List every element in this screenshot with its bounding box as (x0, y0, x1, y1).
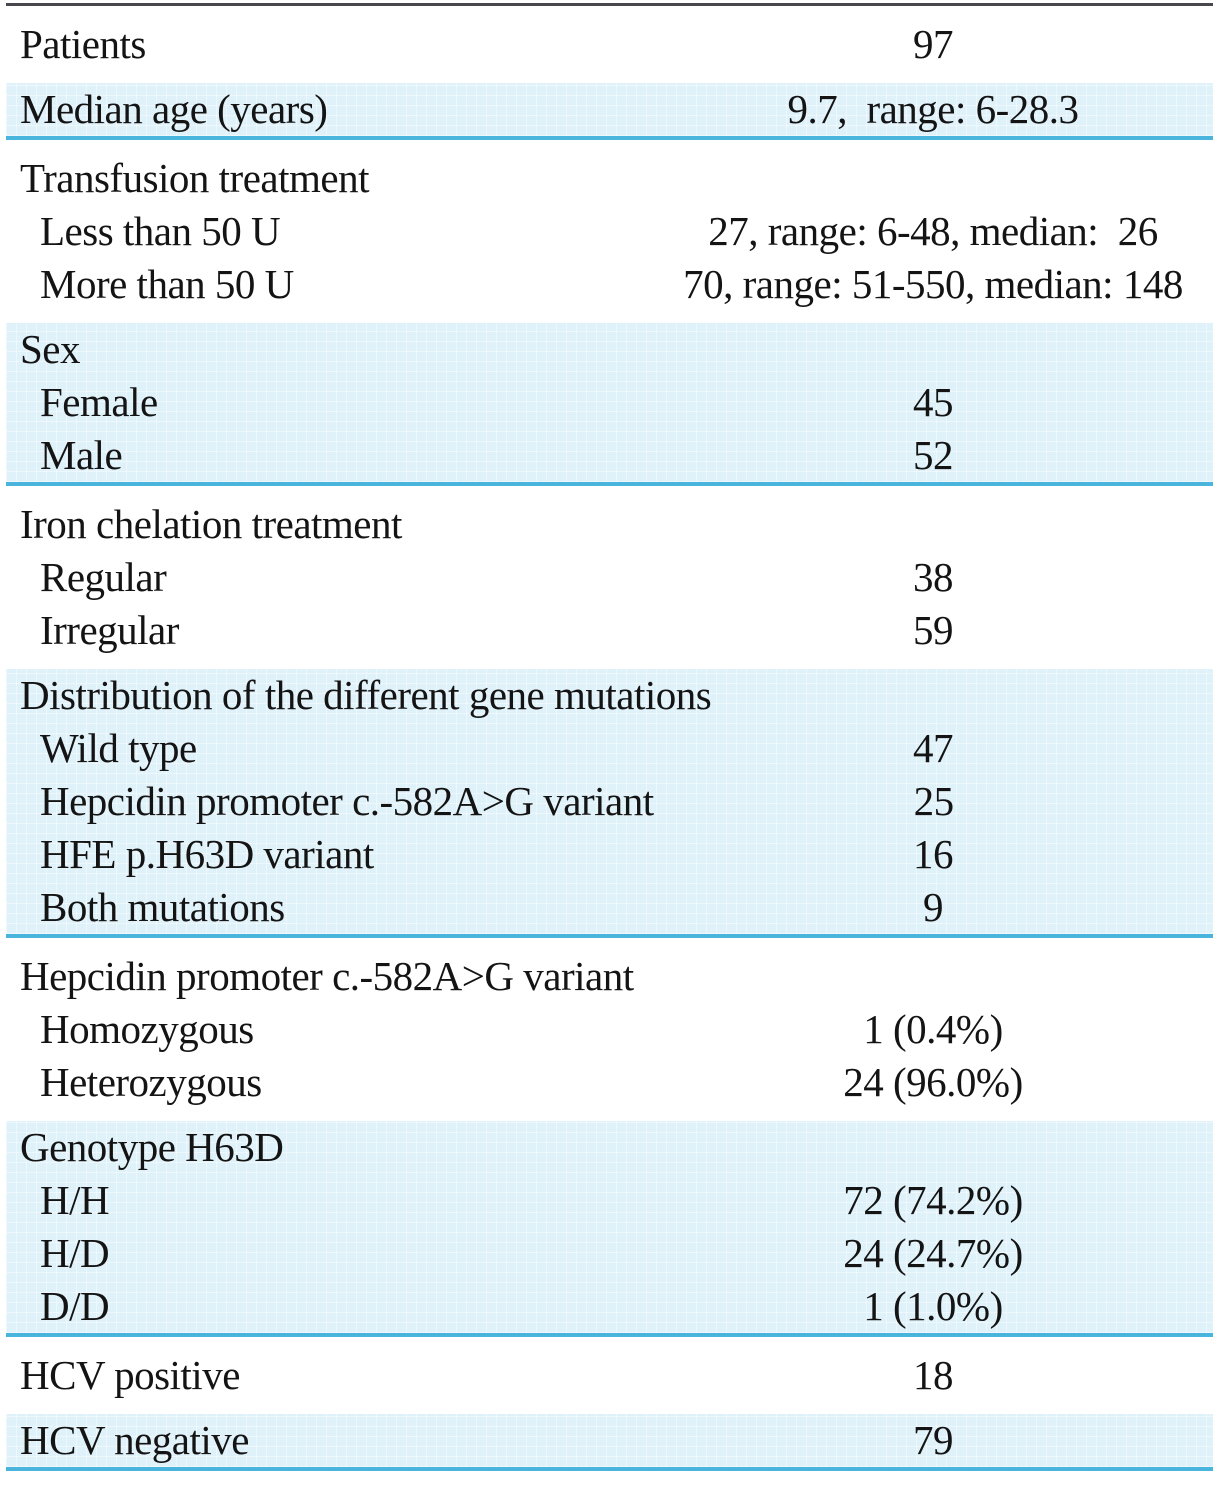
table-section-7: Genotype H63D H/H 72 (74.2%) H/D 24 (24.7%) D… (6, 1121, 1213, 1337)
table-row: H/H 72 (74.2%) (6, 1174, 1213, 1227)
table-row: Heterozygous 24 (96.0%) (6, 1056, 1213, 1109)
row-value: 9 (923, 884, 944, 930)
section-header-row: Distribution of the different gene mutat… (6, 669, 1213, 722)
table-row: Both mutations 9 (6, 881, 1213, 934)
row-label: Wild type (40, 725, 197, 771)
row-label: H/D (40, 1230, 110, 1276)
table-section-6: Hepcidin promoter c.-582A>G variant Homoz… (6, 938, 1213, 1121)
row-value: 79 (913, 1417, 954, 1463)
table-row: HFE p.H63D variant 16 (6, 828, 1213, 881)
table-row: Regular 38 (6, 551, 1213, 604)
table-section-4: Iron chelation treatment Regular 38 Irregul… (6, 486, 1213, 669)
section-header-label: Genotype H63D (20, 1124, 284, 1170)
table-row: Less than 50 U 27, range: 6-48, median: 2… (6, 205, 1213, 258)
table-row: H/D 24 (24.7%) (6, 1227, 1213, 1280)
row-label: More than 50 U (40, 261, 294, 307)
row-label: Median age (years) (20, 86, 328, 132)
row-value: 9.7, range: 6-28.3 (787, 86, 1079, 132)
section-header-row: Genotype H63D (6, 1121, 1213, 1174)
row-value: 25 (913, 778, 955, 824)
row-value: 47 (913, 725, 954, 771)
section-header-label: Hepcidin promoter c.-582A>G variant (20, 953, 634, 999)
row-label: Patients (20, 21, 146, 67)
row-label: HCV negative (20, 1417, 249, 1463)
table-row: HCV positive 18 (6, 1349, 1213, 1402)
row-value: 38 (913, 554, 954, 600)
row-value: 45 (913, 379, 954, 425)
table-row: HCV negative 79 (6, 1414, 1213, 1467)
row-value: 59 (913, 607, 954, 653)
table-section-9: HCV negative 79 (6, 1414, 1213, 1471)
row-value: 24 (24.7%) (843, 1230, 1023, 1276)
patient-demographics-table: Patients 97 Median age (years) 9.7, range: … (6, 3, 1213, 1471)
row-value: 16 (913, 831, 954, 877)
row-value: 70, range: 51-550, median: 148 (683, 261, 1183, 307)
table-section-3: Sex Female 45 Male 52 (6, 323, 1213, 486)
section-header-label: Transfusion treatment (20, 155, 369, 201)
table-section-1: Median age (years) 9.7, range: 6-28.3 (6, 83, 1213, 140)
table-row: Median age (years) 9.7, range: 6-28.3 (6, 83, 1213, 136)
row-label: Homozygous (40, 1006, 254, 1052)
row-label: D/D (40, 1283, 110, 1329)
row-value: 97 (913, 21, 954, 67)
row-label: HFE p.H63D variant (40, 831, 374, 877)
row-label: Irregular (40, 607, 179, 653)
table-row: Wild type 47 (6, 722, 1213, 775)
section-header-row: Transfusion treatment (6, 152, 1213, 205)
section-header-label: Sex (20, 326, 81, 372)
table-row: More than 50 U 70, range: 51-550, median:… (6, 258, 1213, 311)
section-header-row: Sex (6, 323, 1213, 376)
section-header-label: Distribution of the different gene mutat… (20, 672, 712, 718)
row-label: Regular (40, 554, 167, 600)
row-label: Heterozygous (40, 1059, 262, 1105)
table-row: Female 45 (6, 376, 1213, 429)
table-section-5: Distribution of the different gene mutat… (6, 669, 1213, 938)
table-section-0: Patients 97 (6, 6, 1213, 83)
row-value: 1 (0.4%) (863, 1006, 1003, 1052)
row-value: 72 (74.2%) (843, 1177, 1023, 1223)
row-label: HCV positive (20, 1352, 240, 1398)
section-header-row: Hepcidin promoter c.-582A>G variant (6, 950, 1213, 1003)
row-label: H/H (40, 1177, 110, 1223)
table-row: Homozygous 1 (0.4%) (6, 1003, 1213, 1056)
table-row: Irregular 59 (6, 604, 1213, 657)
row-value: 27, range: 6-48, median: 26 (708, 208, 1158, 254)
table-row: Hepcidin promoter c.-582A>G variant 25 (6, 775, 1213, 828)
row-label: Male (40, 432, 123, 478)
row-label: Both mutations (40, 884, 285, 930)
section-header-label: Iron chelation treatment (20, 501, 402, 547)
row-value: 18 (913, 1352, 954, 1398)
table-row: D/D 1 (1.0%) (6, 1280, 1213, 1333)
table-section-8: HCV positive 18 (6, 1337, 1213, 1414)
row-value: 52 (913, 432, 954, 478)
table-row: Male 52 (6, 429, 1213, 482)
table-row: Patients 97 (6, 18, 1213, 71)
table-section-2: Transfusion treatment Less than 50 U 27, r… (6, 140, 1213, 323)
row-label: Female (40, 379, 158, 425)
row-label: Less than 50 U (40, 208, 281, 254)
row-value: 24 (96.0%) (843, 1059, 1023, 1105)
row-value: 1 (1.0%) (863, 1283, 1003, 1329)
row-label: Hepcidin promoter c.-582A>G variant (40, 778, 654, 824)
section-header-row: Iron chelation treatment (6, 498, 1213, 551)
